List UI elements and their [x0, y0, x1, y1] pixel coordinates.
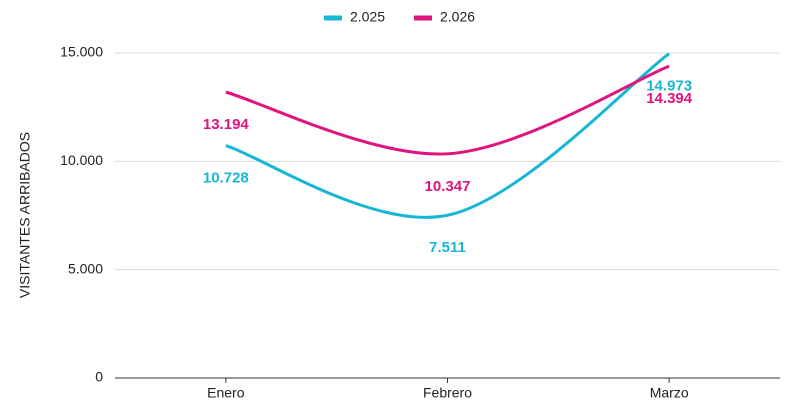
y-tick-label: 10.000 — [60, 152, 103, 168]
series-line — [225, 64, 670, 156]
data-label: 13.194 — [203, 116, 250, 133]
data-label: 14.973 — [646, 78, 692, 95]
data-label: 10.728 — [203, 170, 249, 187]
y-tick-label: 15.000 — [60, 44, 103, 60]
data-label: 14.394 — [646, 90, 693, 107]
data-label: 10.347 — [425, 178, 471, 195]
data-label: 7.511 — [429, 239, 466, 256]
x-tick-label: Marzo — [650, 385, 689, 401]
x-tick-label: Febrero — [423, 385, 472, 401]
x-tick-label: Enero — [207, 385, 245, 401]
series-line — [225, 52, 671, 219]
legend-label: 2.025 — [350, 9, 385, 25]
y-tick-label: 5.000 — [68, 260, 103, 276]
y-axis-label: VISITANTES ARRIBADOS — [17, 132, 33, 298]
y-tick-label: 0 — [95, 369, 103, 385]
legend-label: 2.026 — [440, 9, 475, 25]
